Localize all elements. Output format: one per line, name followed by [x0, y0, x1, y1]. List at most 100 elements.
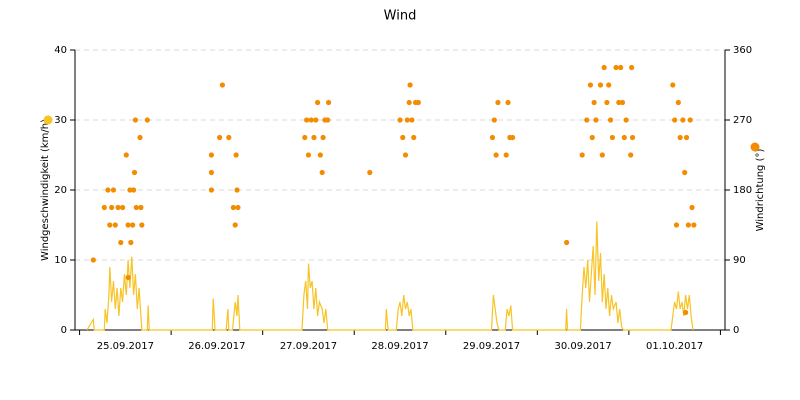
direction-point	[606, 82, 612, 88]
x-tick-label: 26.09.2017	[188, 341, 245, 352]
direction-point	[584, 117, 590, 123]
direction-point	[125, 274, 131, 281]
y-tick-label: 0	[61, 325, 67, 336]
direction-point	[491, 117, 497, 123]
direction-point	[409, 117, 415, 123]
direction-point	[629, 64, 635, 71]
direction-point	[112, 222, 118, 228]
direction-point	[593, 117, 599, 123]
legend-marker	[750, 142, 760, 152]
direction-point	[325, 99, 332, 106]
y2-tick-label: 360	[733, 45, 752, 56]
direction-point	[510, 134, 516, 141]
direction-point	[230, 204, 236, 211]
direction-point	[208, 169, 215, 176]
direction-point	[208, 152, 215, 158]
direction-point	[673, 222, 680, 228]
direction-point	[397, 117, 403, 123]
direction-point	[90, 257, 96, 263]
direction-point	[495, 99, 501, 106]
y-tick-label: 20	[54, 185, 67, 196]
chart-title: Wind	[384, 9, 417, 24]
direction-point	[315, 99, 321, 106]
direction-point	[319, 169, 325, 176]
direction-point	[411, 134, 417, 141]
direction-point	[128, 239, 134, 246]
direction-point	[415, 99, 421, 106]
direction-point	[305, 152, 312, 158]
direction-point	[144, 117, 150, 123]
direction-point	[683, 134, 690, 141]
direction-point	[400, 134, 406, 141]
x-tick-label: 28.09.2017	[371, 341, 428, 352]
direction-point	[226, 134, 232, 141]
direction-point	[130, 187, 137, 193]
direction-point	[302, 134, 308, 141]
direction-point	[628, 152, 634, 158]
direction-point	[685, 222, 691, 228]
direction-point	[609, 134, 615, 141]
direction-point	[217, 134, 223, 141]
y2-tick-label: 180	[733, 185, 752, 196]
direction-point	[691, 222, 697, 228]
direction-point	[503, 152, 509, 158]
direction-point	[489, 134, 496, 141]
x-tick-label: 29.09.2017	[463, 341, 520, 352]
direction-point	[689, 204, 695, 211]
y2-tick-label: 270	[733, 115, 752, 126]
direction-point	[687, 117, 693, 123]
direction-point	[131, 169, 138, 176]
direction-point	[407, 82, 413, 88]
direction-point	[125, 222, 131, 228]
legend-marker	[43, 115, 53, 125]
direction-point	[367, 169, 373, 176]
direction-point	[675, 99, 681, 106]
direction-point	[311, 134, 317, 141]
direction-point	[118, 239, 124, 246]
direction-point	[616, 99, 622, 106]
direction-point	[127, 187, 133, 193]
y-tick-label: 30	[54, 115, 67, 126]
direction-point	[123, 152, 129, 158]
direction-point	[232, 222, 238, 228]
direction-point	[682, 169, 688, 176]
direction-point	[101, 204, 107, 211]
direction-point	[493, 152, 499, 158]
y2-tick-label: 0	[733, 325, 739, 336]
x-tick-label: 27.09.2017	[280, 341, 337, 352]
direction-point	[604, 99, 610, 106]
direction-point	[597, 82, 604, 88]
direction-point	[402, 152, 409, 158]
direction-point	[623, 117, 629, 123]
direction-point	[138, 204, 144, 211]
legend-label: Windrichtung (°)	[755, 149, 766, 232]
direction-point	[683, 309, 689, 316]
direction-point	[619, 99, 626, 106]
direction-point	[313, 117, 319, 123]
direction-point	[320, 134, 326, 141]
direction-point	[107, 222, 113, 228]
direction-point	[137, 134, 143, 141]
direction-point	[621, 134, 627, 141]
direction-point	[613, 64, 619, 71]
direction-point	[505, 99, 511, 106]
direction-point	[564, 239, 570, 246]
y2-tick-label: 90	[733, 255, 746, 266]
direction-point	[325, 117, 331, 123]
direction-point	[579, 152, 585, 158]
direction-point	[208, 187, 215, 193]
direction-point	[233, 152, 239, 158]
direction-point	[235, 204, 241, 211]
direction-point	[672, 117, 678, 123]
direction-point	[589, 134, 595, 141]
direction-point	[587, 82, 594, 88]
direction-point	[404, 117, 410, 123]
direction-point	[110, 187, 117, 193]
direction-point	[601, 64, 607, 71]
direction-point	[677, 134, 683, 141]
x-tick-label: 30.09.2017	[554, 341, 611, 352]
direction-point	[304, 117, 310, 123]
direction-point	[599, 152, 605, 158]
